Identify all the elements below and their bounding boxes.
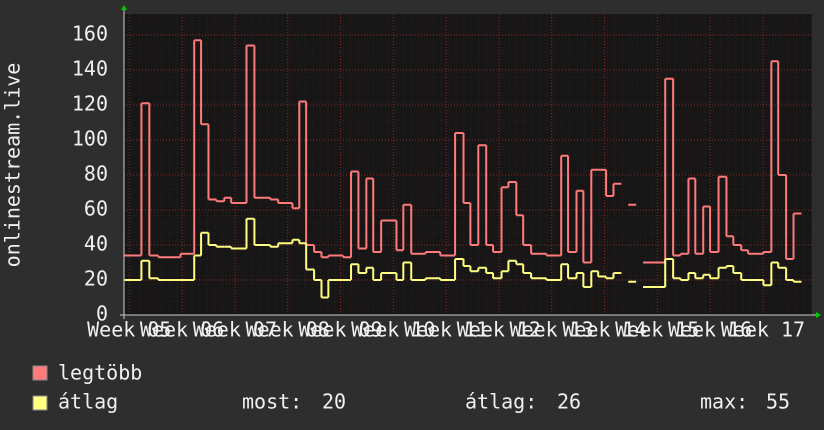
y-tick-label: 60 (84, 197, 108, 221)
x-tick-label: Week 16 (668, 318, 752, 342)
legend-label: legtöbb (58, 361, 142, 385)
y-tick-label: 160 (72, 22, 108, 46)
legend-swatch (32, 365, 48, 381)
y-tick-label: 40 (84, 232, 108, 256)
legend-swatch (32, 395, 48, 411)
x-tick-label: Week 10 (351, 318, 435, 342)
y-tick-label: 140 (72, 57, 108, 81)
axis-arrow (121, 5, 127, 10)
x-tick-label: Week 11 (404, 318, 488, 342)
y-tick-label: 0 (96, 302, 108, 326)
y-tick-label: 100 (72, 127, 108, 151)
y-tick-label: 80 (84, 162, 108, 186)
x-tick-label: Week 09 (298, 318, 382, 342)
stat-value: 20 (322, 390, 346, 414)
y-tick-label: 20 (84, 267, 108, 291)
stat-label: átlag: (465, 390, 537, 414)
x-tick-label: Week 06 (140, 318, 224, 342)
stat-label: max: (700, 390, 748, 414)
x-tick-label: Week 05 (87, 318, 171, 342)
x-tick-label: Week 08 (246, 318, 330, 342)
stat-label: most: (242, 390, 302, 414)
stat-value: 55 (766, 390, 790, 414)
x-tick-label: Week 13 (510, 318, 594, 342)
axis-arrow (816, 312, 821, 318)
y-tick-label: 120 (72, 92, 108, 116)
y-axis-label: onlinestream.live (1, 63, 25, 268)
stat-value: 26 (557, 390, 581, 414)
minor-grid (124, 14, 812, 315)
x-tick-label: Week 15 (615, 318, 699, 342)
x-tick-label: Week 14 (562, 318, 646, 342)
x-tick-label: Week 07 (193, 318, 277, 342)
x-tick-label: Week 17 (721, 318, 805, 342)
x-tick-label: Week 12 (457, 318, 541, 342)
legend-label: átlag (58, 390, 118, 414)
